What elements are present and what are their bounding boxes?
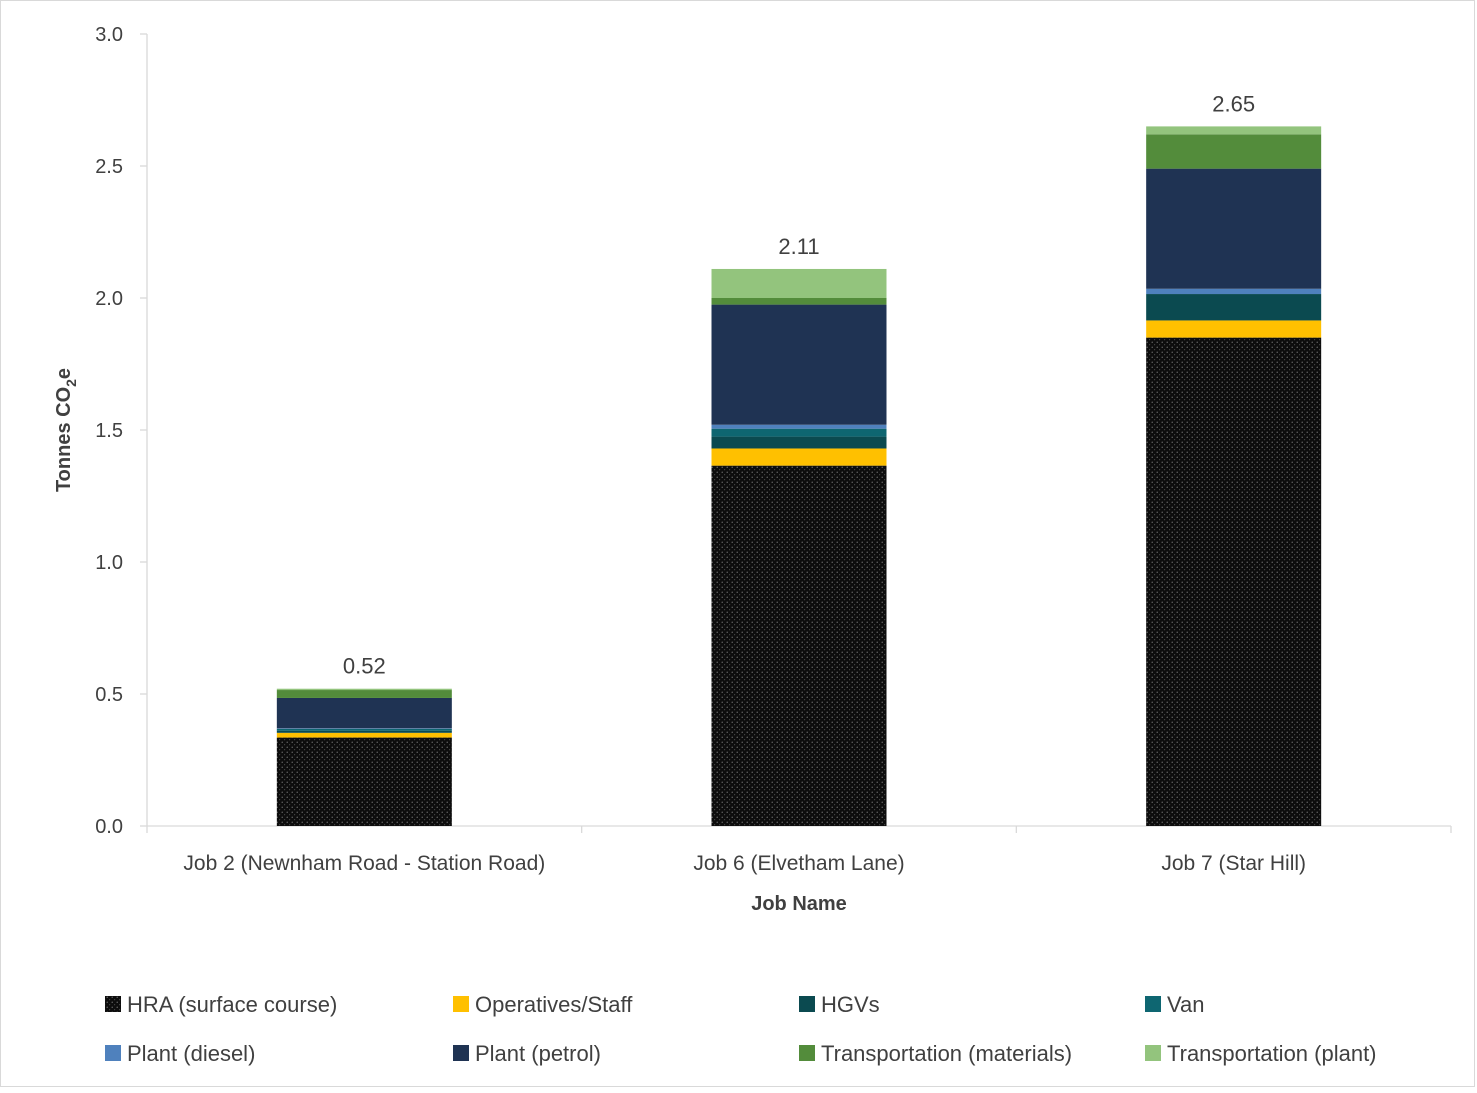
bar-segment — [711, 465, 887, 826]
bar-segment — [711, 304, 887, 425]
bar-segment — [276, 728, 452, 731]
legend-label: Plant (petrol) — [475, 1041, 601, 1066]
legend-swatch — [1145, 996, 1161, 1012]
bar-segment — [711, 298, 887, 305]
total-labels: 0.52 2.11 2.65 — [343, 91, 1255, 678]
y-tick-label: 1.5 — [95, 420, 123, 442]
legend-item: Plant (diesel) — [105, 1041, 255, 1066]
bar-segment — [1146, 320, 1322, 338]
bar-segment — [276, 732, 452, 738]
legend-item: HGVs — [799, 992, 880, 1017]
legend-label: Transportation (materials) — [821, 1041, 1072, 1066]
bar-segment — [711, 448, 887, 466]
bar-segment — [1146, 288, 1322, 295]
x-axis-title: Job Name — [751, 893, 847, 915]
legend-label: Van — [1167, 992, 1205, 1017]
x-tick-label: Job 7 (Star Hill) — [1161, 852, 1306, 875]
legend-label: Operatives/Staff — [475, 992, 633, 1017]
bar-segment — [276, 688, 452, 691]
bar-segment — [711, 428, 887, 437]
total-data-label: 2.65 — [1212, 91, 1255, 116]
bar-segment — [1146, 337, 1322, 826]
bar-segment — [1146, 126, 1322, 135]
bar-segment — [1146, 168, 1322, 289]
legend-label: HRA (surface course) — [127, 992, 337, 1017]
y-tick-label: 2.0 — [95, 288, 123, 310]
bar-segment — [276, 737, 452, 826]
legend-label: Plant (diesel) — [127, 1041, 255, 1066]
bar-segment — [711, 436, 887, 449]
legend-swatch — [1145, 1045, 1161, 1061]
legend-item: Plant (petrol) — [453, 1041, 601, 1066]
legend-swatch — [105, 1045, 121, 1061]
bars — [276, 126, 1322, 826]
legend-item: Operatives/Staff — [453, 992, 633, 1017]
legend-swatch — [799, 996, 815, 1012]
legend: HRA (surface course) Operatives/Staff HGVs… — [105, 992, 1377, 1066]
axis-titles: Tonnes CO2e Job Name — [53, 368, 847, 915]
total-data-label: 0.52 — [343, 654, 386, 679]
x-tick-label: Job 2 (Newnham Road - Station Road) — [183, 852, 545, 875]
y-tick-label: 2.5 — [95, 156, 123, 178]
x-axis: Job 2 (Newnham Road - Station Road) Job 6… — [146, 825, 1452, 875]
legend-item: Transportation (plant) — [1145, 1041, 1377, 1066]
legend-label: HGVs — [821, 992, 880, 1017]
legend-swatch — [453, 1045, 469, 1061]
x-tick-label: Job 6 (Elvetham Lane) — [693, 852, 904, 875]
bar-segment — [1146, 134, 1322, 169]
legend-label: Transportation (plant) — [1167, 1041, 1377, 1066]
bar-segment — [711, 424, 887, 429]
y-tick-label: 1.0 — [95, 552, 123, 574]
bar-segment — [276, 730, 452, 733]
bar-segment — [276, 697, 452, 729]
bar-segment — [276, 690, 452, 698]
y-axis-title: Tonnes CO2e — [53, 368, 79, 492]
bar-segment — [276, 728, 452, 729]
y-tick-label: 3.0 — [95, 24, 123, 46]
y-axis: 0.0 0.5 1.0 1.5 2.0 2.5 3.0 — [95, 24, 148, 838]
y-tick-label: 0.5 — [95, 684, 123, 706]
legend-swatch — [799, 1045, 815, 1061]
legend-item: HRA (surface course) — [105, 992, 337, 1017]
bar-segment — [1146, 294, 1322, 321]
total-data-label: 2.11 — [778, 234, 819, 259]
bar-segment — [711, 268, 887, 298]
y-tick-label: 0.0 — [95, 816, 123, 838]
legend-item: Van — [1145, 992, 1205, 1017]
legend-swatch — [453, 996, 469, 1012]
legend-swatch — [105, 996, 121, 1012]
legend-item: Transportation (materials) — [799, 1041, 1072, 1066]
